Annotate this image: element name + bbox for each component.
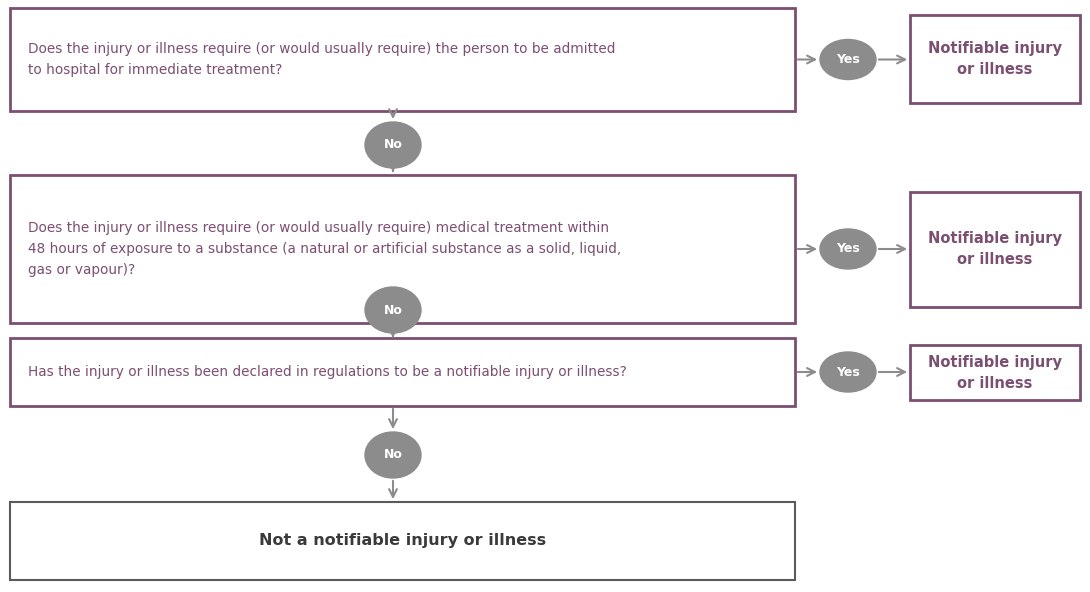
Text: Yes: Yes [836, 243, 860, 256]
Text: Does the injury or illness require (or would usually require) the person to be a: Does the injury or illness require (or w… [28, 42, 616, 77]
Text: No: No [384, 304, 402, 317]
Ellipse shape [820, 352, 876, 392]
Bar [10, 338, 795, 406]
Text: Does the injury or illness require (or would usually require) medical treatment : Does the injury or illness require (or w… [28, 221, 621, 276]
Bar [10, 175, 795, 323]
Bar [910, 192, 1080, 307]
Bar [10, 502, 795, 580]
Bar [910, 345, 1080, 400]
Ellipse shape [365, 122, 421, 168]
Text: Notifiable injury
or illness: Notifiable injury or illness [928, 355, 1062, 391]
Ellipse shape [365, 287, 421, 333]
Text: Yes: Yes [836, 365, 860, 378]
Ellipse shape [365, 432, 421, 478]
Text: No: No [384, 449, 402, 462]
Text: Not a notifiable injury or illness: Not a notifiable injury or illness [259, 533, 546, 549]
Text: Notifiable injury
or illness: Notifiable injury or illness [928, 231, 1062, 268]
Text: Has the injury or illness been declared in regulations to be a notifiable injury: Has the injury or illness been declared … [28, 365, 627, 379]
Text: Notifiable injury
or illness: Notifiable injury or illness [928, 41, 1062, 77]
Ellipse shape [820, 40, 876, 79]
Bar [910, 15, 1080, 103]
Bar [10, 8, 795, 111]
Text: Yes: Yes [836, 53, 860, 66]
Text: No: No [384, 139, 402, 152]
Ellipse shape [820, 229, 876, 269]
